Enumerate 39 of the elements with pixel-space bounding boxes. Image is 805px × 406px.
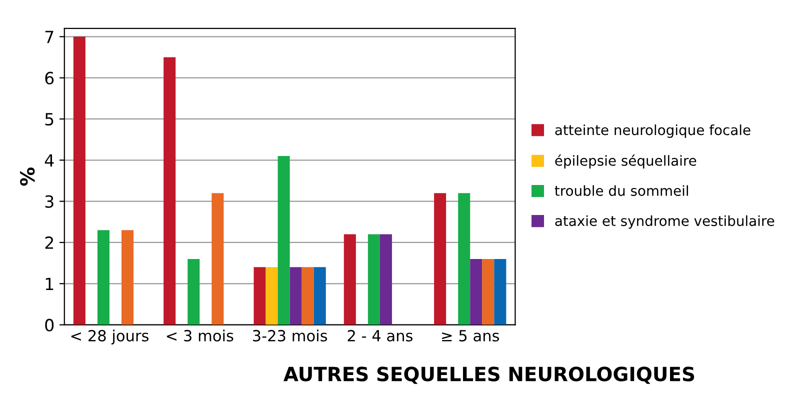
bar (266, 267, 278, 325)
bar (254, 267, 266, 325)
bar (290, 267, 302, 325)
x-tick-label: ≥ 5 ans (442, 330, 499, 342)
bar (302, 267, 314, 325)
legend-label: épilepsie séquellaire (555, 154, 696, 169)
legend-label: ataxie et syndrome vestibulaire (555, 215, 774, 229)
x-tick-label: < 28 jours (71, 330, 148, 344)
y-tick-label: 1 (46, 278, 54, 290)
x-tick-label: < 3 mois (166, 330, 234, 342)
bar (458, 193, 470, 325)
bar (470, 258, 482, 325)
bar (188, 258, 200, 325)
bar (164, 57, 176, 325)
bar (434, 193, 446, 325)
bar (368, 234, 380, 325)
y-tick-label: 4 (44, 154, 54, 166)
x-tick-label: 2 - 4 ans (348, 330, 412, 342)
x-axis-title: AUTRES SEQUELLES NEUROLOGIQUES (284, 366, 694, 384)
bar (344, 234, 356, 325)
bar (73, 36, 86, 325)
y-tick-label: 0 (45, 318, 54, 332)
y-tick-label: 6 (45, 72, 54, 84)
y-tick-label: 7 (45, 30, 54, 43)
legend-label: trouble du sommeil (554, 185, 688, 196)
bar (494, 258, 506, 325)
y-tick-label: 3 (45, 195, 54, 208)
bar (380, 234, 392, 325)
bar (212, 193, 224, 325)
legend-label: atteinte neurologique focale (555, 124, 750, 138)
bar (122, 230, 134, 325)
y-axis-title: % (20, 167, 35, 186)
x-tick-label: 3-23 mois (252, 330, 328, 342)
bar (314, 267, 326, 325)
bar (97, 230, 110, 325)
bar (482, 258, 494, 325)
y-tick-label: 5 (45, 113, 54, 126)
bar (278, 156, 290, 325)
y-tick-label: 2 (45, 236, 54, 249)
